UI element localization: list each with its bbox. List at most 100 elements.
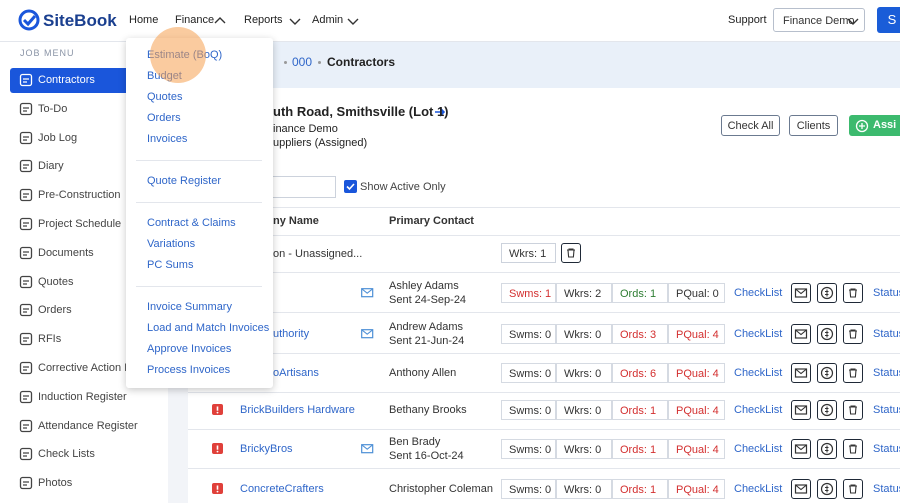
checklist-link[interactable]: CheckList bbox=[734, 367, 783, 379]
menu-item[interactable]: Documents bbox=[38, 246, 94, 259]
menu-item[interactable]: Orders bbox=[38, 304, 72, 317]
checklist-link[interactable]: CheckList bbox=[734, 404, 783, 416]
row-button[interactable] bbox=[843, 283, 863, 303]
menu-item[interactable]: Diary bbox=[38, 160, 64, 173]
avatar-button[interactable]: S bbox=[877, 7, 900, 33]
row-line bbox=[188, 429, 900, 430]
breadcrumb-item[interactable]: 000 bbox=[292, 55, 313, 69]
row-button[interactable] bbox=[817, 439, 837, 459]
nav-item[interactable]: Home bbox=[129, 14, 159, 26]
menu-icon bbox=[19, 333, 33, 346]
mail-icon bbox=[361, 444, 374, 454]
status-link[interactable]: Status bbox=[873, 483, 900, 495]
contractor-name[interactable]: ConcreteCrafters bbox=[240, 483, 324, 495]
row-button[interactable] bbox=[817, 283, 837, 303]
menu-item[interactable]: Induction Register bbox=[38, 390, 127, 403]
col-header: ny Name bbox=[273, 215, 319, 227]
checklist-link[interactable]: CheckList bbox=[734, 443, 783, 455]
job-arrow[interactable] bbox=[432, 104, 448, 120]
search-input[interactable] bbox=[273, 176, 336, 198]
menu-item[interactable]: Contractors bbox=[38, 74, 95, 86]
finance-menu-item[interactable]: Invoice Summary bbox=[147, 301, 232, 313]
row-button[interactable] bbox=[791, 479, 811, 499]
menu-icon bbox=[19, 419, 33, 432]
nav-item[interactable]: Admin bbox=[312, 14, 344, 26]
row-button[interactable] bbox=[791, 400, 811, 420]
status-link[interactable]: Status bbox=[873, 328, 900, 340]
menu-item[interactable]: Quotes bbox=[38, 275, 74, 288]
contractor-name[interactable]: BrickyBros bbox=[240, 443, 293, 455]
row-button[interactable] bbox=[791, 283, 811, 303]
row-line bbox=[188, 392, 900, 393]
support-link[interactable]: Support bbox=[728, 14, 767, 26]
finance-menu-item[interactable]: Approve Invoices bbox=[147, 343, 232, 355]
row-button[interactable] bbox=[843, 363, 863, 383]
action-button[interactable]: Clients bbox=[789, 115, 838, 136]
menu-item[interactable]: Corrective Action R bbox=[38, 362, 133, 374]
count-cell: Ords: 1 bbox=[612, 439, 668, 459]
row-button[interactable] bbox=[817, 324, 837, 344]
finance-menu-item[interactable]: Orders bbox=[147, 112, 181, 124]
menu-item[interactable]: Photos bbox=[38, 477, 73, 490]
menu-item[interactable]: RFIs bbox=[38, 333, 62, 346]
row-button[interactable] bbox=[791, 363, 811, 383]
status-link[interactable]: Status bbox=[873, 443, 900, 455]
row-button[interactable] bbox=[843, 324, 863, 344]
finance-menu-item[interactable]: Quotes bbox=[147, 91, 183, 103]
nav-item[interactable]: Finance bbox=[175, 14, 215, 26]
row-button[interactable] bbox=[817, 400, 837, 420]
finance-menu-item[interactable]: Contract & Claims bbox=[147, 217, 236, 229]
checklist-link[interactable]: CheckList bbox=[734, 287, 783, 299]
sent-date: Sent 24-Sep-24 bbox=[389, 294, 467, 306]
row-button-icon bbox=[820, 286, 834, 300]
row-button[interactable] bbox=[791, 439, 811, 459]
finance-menu-item[interactable]: Quote Register bbox=[147, 175, 221, 187]
row-button[interactable] bbox=[843, 479, 863, 499]
row-button-icon bbox=[794, 368, 808, 378]
status-link[interactable]: Status bbox=[873, 287, 900, 299]
row-button[interactable] bbox=[843, 400, 863, 420]
menu-item[interactable]: To-Do bbox=[38, 102, 68, 115]
action-button[interactable]: Check All bbox=[721, 115, 780, 136]
finance-menu-item[interactable]: Process Invoices bbox=[147, 364, 231, 376]
row-button-icon bbox=[849, 444, 857, 454]
menu-item[interactable]: Pre-Construction bbox=[38, 189, 121, 202]
col-header: Primary Contact bbox=[389, 215, 474, 227]
contact-name: Anthony Allen bbox=[389, 367, 457, 379]
row-button[interactable] bbox=[817, 363, 837, 383]
row-button[interactable] bbox=[843, 439, 863, 459]
contractor-name[interactable]: BrickBuilders Hardware bbox=[240, 404, 355, 416]
click-highlight bbox=[150, 27, 206, 83]
status-link[interactable]: Status bbox=[873, 367, 900, 379]
menu-icon bbox=[19, 448, 33, 461]
contractor-name[interactable]: oArtisans bbox=[273, 367, 319, 379]
finance-menu-item[interactable]: Invoices bbox=[147, 133, 188, 145]
checklist-link[interactable]: CheckList bbox=[734, 483, 783, 495]
contact-name: Christopher Coleman bbox=[389, 483, 493, 495]
contractor-name[interactable]: uthority bbox=[273, 328, 310, 340]
count-cell: Swms: 0 bbox=[501, 400, 556, 420]
row-button-icon bbox=[820, 327, 834, 341]
menu-item[interactable]: Project Schedule bbox=[38, 218, 122, 230]
status-link[interactable]: Status bbox=[873, 404, 900, 416]
finance-menu-item[interactable]: Load and Match Invoices bbox=[147, 322, 270, 334]
row-button[interactable] bbox=[791, 324, 811, 344]
menu-item[interactable]: Job Log bbox=[38, 131, 78, 144]
contact-name: Andrew Adams bbox=[389, 321, 463, 333]
row-button[interactable] bbox=[817, 479, 837, 499]
finance-menu-item[interactable]: PC Sums bbox=[147, 259, 194, 271]
menu-item[interactable]: Attendance Register bbox=[38, 419, 138, 432]
row-button-icon bbox=[794, 444, 808, 454]
account-button[interactable]: Finance Demo bbox=[773, 8, 865, 32]
finance-menu-item[interactable]: Variations bbox=[147, 238, 196, 250]
job-scope: uppliers (Assigned) bbox=[273, 137, 368, 149]
checkbox[interactable] bbox=[344, 180, 357, 193]
menu-item[interactable]: Check Lists bbox=[38, 448, 95, 461]
checklist-link[interactable]: CheckList bbox=[734, 328, 783, 340]
menu-icon bbox=[19, 131, 33, 144]
nav-item[interactable]: Reports bbox=[244, 14, 283, 26]
job-title: uth Road, Smithsville (Lot 1) bbox=[273, 104, 449, 119]
nav-caret bbox=[214, 17, 226, 24]
logo-icon bbox=[18, 9, 40, 31]
row-button-icon bbox=[794, 329, 808, 339]
